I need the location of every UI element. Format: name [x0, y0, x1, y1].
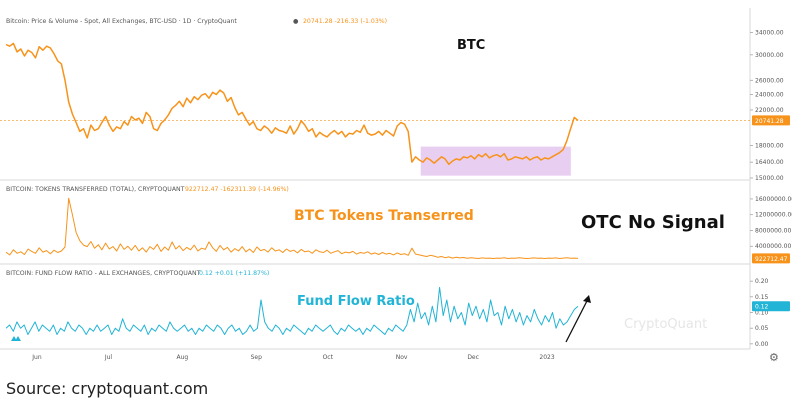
x-tick-label: Nov: [396, 354, 408, 361]
y-tick-label: 12000000.00: [755, 212, 792, 219]
y-tick-label: 30000.00: [755, 52, 784, 59]
trend-arrow-head: [583, 295, 591, 303]
pane-header-tokens-values: 922712.47 -162311.39 (-14.96%): [185, 186, 289, 193]
y-tick-label: 0.10: [755, 310, 769, 317]
btc-price-line: [5, 42, 579, 166]
x-axis-labels: Jun Jul Aug Sep Oct Nov Dec 2023: [31, 354, 555, 361]
last-value-badges: 20741.28 922712.47 0.12: [752, 115, 790, 312]
x-tick-label: Dec: [467, 354, 479, 361]
y-tick-label: 0.20: [755, 278, 769, 285]
watermark: CryptoQuant: [624, 317, 707, 332]
chart-background: [0, 0, 792, 372]
x-tick-label: Jul: [104, 354, 113, 361]
fund-flow-ratio-line: [5, 286, 579, 335]
last-value-badge-label: 0.12: [755, 304, 769, 311]
x-tick-label: 2023: [539, 354, 554, 361]
pane-header-flow-values: 0.12 +0.01 (+11.87%): [199, 270, 269, 277]
y-tick-label: 24000.00: [755, 91, 784, 98]
last-value-badge: [752, 301, 790, 312]
last-value-badge-label: 922712.47: [755, 256, 788, 263]
annotation-otc: OTC No Signal: [581, 212, 725, 233]
annotation-tokens: BTC Tokens Transerred: [294, 208, 474, 224]
y-tick-label: 18000.00: [755, 143, 784, 150]
y-tick-label: 34000.00: [755, 30, 784, 37]
pane-header-price-dot: ●: [293, 18, 299, 25]
trend-arrow: [565, 296, 590, 343]
tokens-transferred-line: [5, 197, 579, 259]
y-tick-label: 4000000.00: [755, 243, 791, 250]
x-tick-label: Aug: [177, 354, 189, 361]
y-tick-label: 16400.00: [755, 159, 784, 166]
chart-area: Bitcoin: Price & Volume - Spot, All Exch…: [0, 0, 792, 372]
y-tick-label: 26000.00: [755, 77, 784, 84]
x-tick-label: Oct: [323, 354, 334, 361]
last-value-badge: [752, 253, 790, 264]
last-value-badge-label: 20741.28: [755, 118, 784, 125]
source-caption: Source: cryptoquant.com: [6, 379, 209, 398]
y-tick-label: 0.00: [755, 341, 769, 348]
last-value-badge: [752, 115, 790, 126]
x-tick-label: Jun: [31, 354, 42, 361]
annotation-btc: BTC: [457, 38, 485, 53]
annotation-flow: Fund Flow Ratio: [297, 294, 415, 309]
highlight-box: [420, 146, 571, 176]
pane-header-price: Bitcoin: Price & Volume - Spot, All Exch…: [6, 18, 237, 25]
y-tick-label: 15000.00: [755, 175, 784, 182]
gear-icon[interactable]: ⚙: [769, 351, 779, 364]
pane-header-flow: BITCOIN: FUND FLOW RATIO - ALL EXCHANGES…: [6, 270, 201, 277]
y-tick-label: 22000.00: [755, 107, 784, 114]
pane-header-price-values: 20741.28 -216.33 (-1.03%): [303, 18, 387, 25]
axis-ticks: 34000.00 30000.00 26000.00 24000.00 22000.00…: [750, 30, 792, 348]
cryptoquant-logo-icon: [11, 336, 21, 341]
pane-header-tokens: BITCOIN: TOKENS TRANSFERRED (TOTAL), CRY…: [6, 186, 185, 193]
x-tick-label: Sep: [251, 354, 263, 361]
y-tick-label: 0.05: [755, 325, 769, 332]
y-tick-label: 8000000.00: [755, 227, 791, 234]
y-tick-label: 16000000.00: [755, 196, 792, 203]
y-tick-label: 0.15: [755, 294, 769, 301]
